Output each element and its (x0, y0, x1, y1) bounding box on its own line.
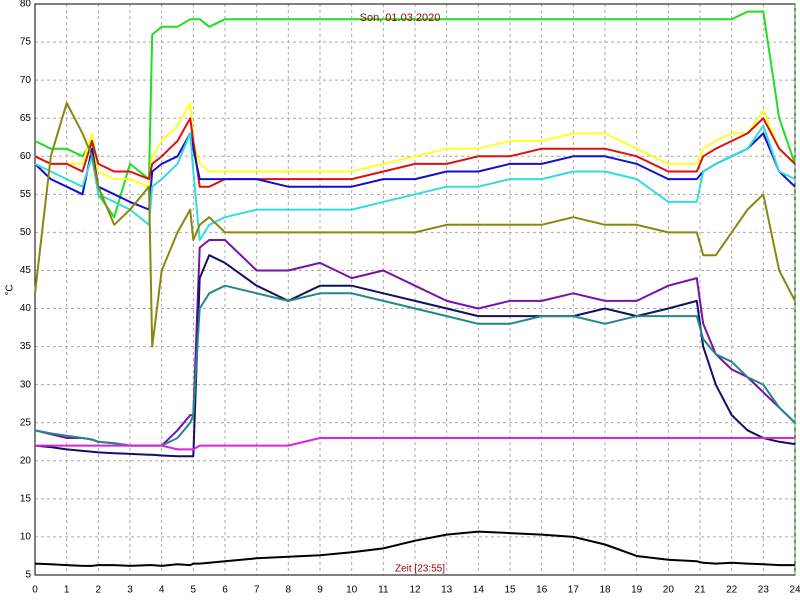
x-tick-label: 20 (663, 585, 675, 596)
y-tick-label: 50 (20, 227, 32, 238)
x-tick-label: 3 (127, 585, 133, 596)
series-line (34, 284, 796, 447)
y-tick-label: 30 (20, 379, 32, 390)
x-tick-label: 5 (191, 585, 197, 596)
series-line (34, 132, 796, 211)
y-tick-label: 5 (25, 570, 31, 581)
x-tick-label: 11 (378, 585, 389, 596)
x-tick-label: 9 (317, 585, 323, 596)
x-tick-label: 0 (32, 585, 38, 596)
x-tick-label: 22 (726, 585, 738, 596)
x-tick-label: 4 (159, 585, 165, 596)
x-tick-label: 24 (789, 585, 800, 596)
x-tick-label: 2 (96, 585, 102, 596)
y-tick-label: 10 (20, 532, 32, 543)
x-axis-label: Zeit [23:55] (395, 564, 445, 575)
series-line (34, 10, 796, 219)
y-tick-label: 20 (20, 455, 32, 466)
chart-title: Son, 01.03.2020 (360, 12, 441, 24)
x-tick-label: 16 (536, 585, 548, 596)
y-tick-label: 55 (20, 189, 32, 200)
x-tick-label: 1 (64, 585, 70, 596)
series-line (34, 102, 796, 348)
y-tick-label: 70 (20, 75, 32, 86)
series-line (34, 117, 796, 188)
x-tick-label: 21 (694, 585, 706, 596)
x-tick-label: 13 (441, 585, 453, 596)
x-tick-label: 17 (568, 585, 580, 596)
x-tick-label: 7 (254, 585, 260, 596)
series (34, 10, 796, 567)
y-tick-label: 80 (20, 0, 32, 10)
series-line (34, 102, 796, 188)
y-tick-label: 35 (20, 341, 32, 352)
y-tick-label: 40 (20, 303, 32, 314)
y-tick-label: 60 (20, 151, 32, 162)
x-tick-label: 10 (346, 585, 358, 596)
x-tick-label: 15 (504, 585, 516, 596)
series-line (34, 124, 796, 241)
x-tick-label: 8 (286, 585, 292, 596)
x-tick-label: 6 (222, 585, 228, 596)
y-tick-label: 45 (20, 265, 32, 276)
x-tick-label: 19 (631, 585, 643, 596)
x-tick-label: 12 (409, 585, 421, 596)
series-line (35, 437, 795, 451)
series-line (34, 530, 795, 567)
x-tick-label: 14 (473, 585, 485, 596)
x-tick-label: 18 (599, 585, 611, 596)
y-tick-label: 25 (20, 417, 32, 428)
x-tick-label: 23 (758, 585, 770, 596)
y-axis-label: °C (5, 284, 16, 295)
y-tick-label: 65 (20, 113, 32, 124)
y-tick-label: 15 (20, 494, 32, 505)
y-tick-label: 75 (20, 37, 32, 48)
